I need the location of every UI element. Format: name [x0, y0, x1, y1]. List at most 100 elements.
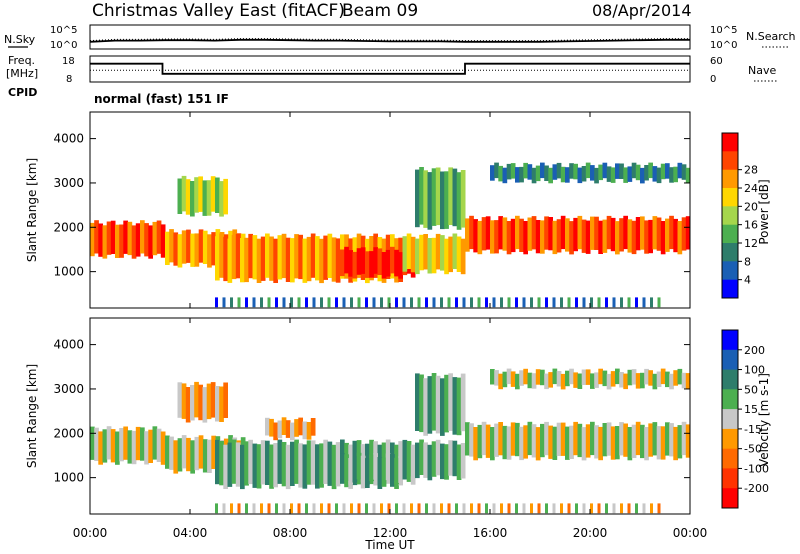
echo-cell	[619, 163, 624, 179]
echo-cell	[273, 238, 278, 283]
echo-cell	[244, 237, 249, 283]
colorbar-tick-label: 12	[744, 237, 758, 250]
freq-panel: Freq. [MHz] CPID 18 8 60 0 Nave	[6, 54, 778, 99]
echo-cell	[494, 370, 499, 386]
time-axis-label: Time UT	[364, 538, 415, 552]
echo-cell	[90, 222, 95, 257]
colorbar-tick-label: 20	[744, 200, 758, 213]
echo-cell	[619, 422, 624, 456]
y-tick-label: 3000	[53, 176, 84, 190]
ground-scatter-cell	[582, 297, 586, 308]
echo-cell	[315, 444, 320, 489]
echo-cell	[569, 163, 574, 179]
echo-cell	[244, 441, 249, 486]
echo-cell	[285, 237, 291, 282]
echo-cell	[390, 454, 395, 481]
ground-scatter-cell	[237, 503, 241, 514]
echo-cell	[210, 382, 216, 418]
echo-cell	[656, 426, 662, 460]
echo-cell	[619, 372, 624, 388]
echo-cell	[123, 220, 128, 254]
echo-cell	[427, 238, 433, 274]
echo-cell	[319, 443, 324, 488]
ground-scatter-cell	[470, 297, 473, 308]
y-tick-label: 1000	[53, 471, 84, 485]
echo-cell	[269, 236, 274, 281]
echo-cell	[469, 215, 474, 250]
echo-cell	[665, 422, 670, 456]
echo-cell	[527, 217, 533, 251]
colorbar-tick-label: 8	[744, 255, 751, 268]
ground-scatter-cell	[342, 503, 346, 514]
echo-cell	[365, 458, 370, 485]
ground-scatter-cell	[305, 297, 308, 308]
ground-scatter-cell	[635, 503, 638, 514]
echo-cell	[556, 162, 562, 179]
colorbar-swatch	[722, 468, 738, 489]
ground-scatter-cell	[522, 503, 526, 514]
ground-scatter-cell	[402, 503, 406, 514]
echo-cell	[202, 387, 208, 423]
echo-cell	[377, 248, 383, 275]
ground-scatter-cell	[537, 503, 541, 514]
echo-cell	[202, 439, 208, 473]
echo-cell	[423, 442, 428, 478]
echo-cell	[294, 234, 299, 279]
colorbar-tick-label: 24	[744, 182, 758, 195]
echo-cell	[331, 444, 337, 490]
echo-cell	[444, 171, 449, 229]
echo-cell	[131, 430, 137, 465]
ground-scatter-cell	[567, 503, 571, 514]
echo-cell	[590, 421, 595, 456]
echo-cell	[419, 234, 424, 271]
echo-cell	[685, 424, 691, 458]
echo-cell	[415, 442, 420, 479]
echo-cell	[652, 422, 658, 456]
freq-left-tick-bottom: 8	[66, 74, 72, 85]
velocity-panel: 1000 2000 3000 4000 Slant Range [km]	[25, 317, 691, 515]
echo-cell	[660, 221, 666, 255]
ground-scatter-cell	[560, 503, 563, 514]
echo-cell	[685, 373, 691, 389]
echo-cell	[552, 368, 558, 385]
echo-cell	[440, 378, 445, 436]
echo-cell	[456, 377, 462, 436]
echo-cell	[652, 216, 658, 250]
echo-cell	[581, 427, 587, 461]
ground-scatter-cell	[290, 297, 293, 308]
colorbar-tick-label: -50	[744, 443, 762, 456]
noise-sky-series	[89, 38, 690, 43]
echo-cell	[656, 217, 662, 251]
echo-cell	[144, 223, 149, 257]
echo-cell	[527, 372, 533, 389]
echo-cell	[477, 424, 483, 459]
echo-cell	[340, 249, 345, 277]
echo-cell	[173, 232, 179, 266]
echo-cell	[510, 371, 516, 387]
echo-cell	[265, 417, 270, 436]
echo-cell	[356, 248, 362, 275]
echo-cell	[515, 422, 520, 457]
echo-cell	[298, 417, 303, 436]
echo-cell	[502, 217, 508, 251]
echo-cell	[219, 441, 224, 486]
echo-cell	[456, 172, 462, 230]
echo-cell	[94, 220, 99, 254]
noise-right-tick-top: 10^5	[710, 25, 737, 36]
ground-scatter-cell	[245, 503, 248, 514]
echo-cell	[544, 216, 549, 250]
echo-cell	[394, 249, 399, 277]
ground-scatter-cell	[485, 503, 488, 514]
echo-cell	[452, 377, 458, 435]
echo-cell	[627, 219, 633, 253]
echo-cell	[581, 219, 587, 253]
echo-cell	[594, 425, 599, 459]
echo-cell	[206, 383, 212, 420]
echo-cell	[498, 422, 503, 456]
echo-cell	[481, 421, 487, 456]
ground-scatter-cell	[350, 503, 353, 514]
echo-cell	[323, 235, 328, 280]
echo-cell	[115, 431, 120, 465]
ground-scatter-cell	[567, 297, 571, 308]
freq-right-tick-bottom: 0	[710, 74, 716, 85]
